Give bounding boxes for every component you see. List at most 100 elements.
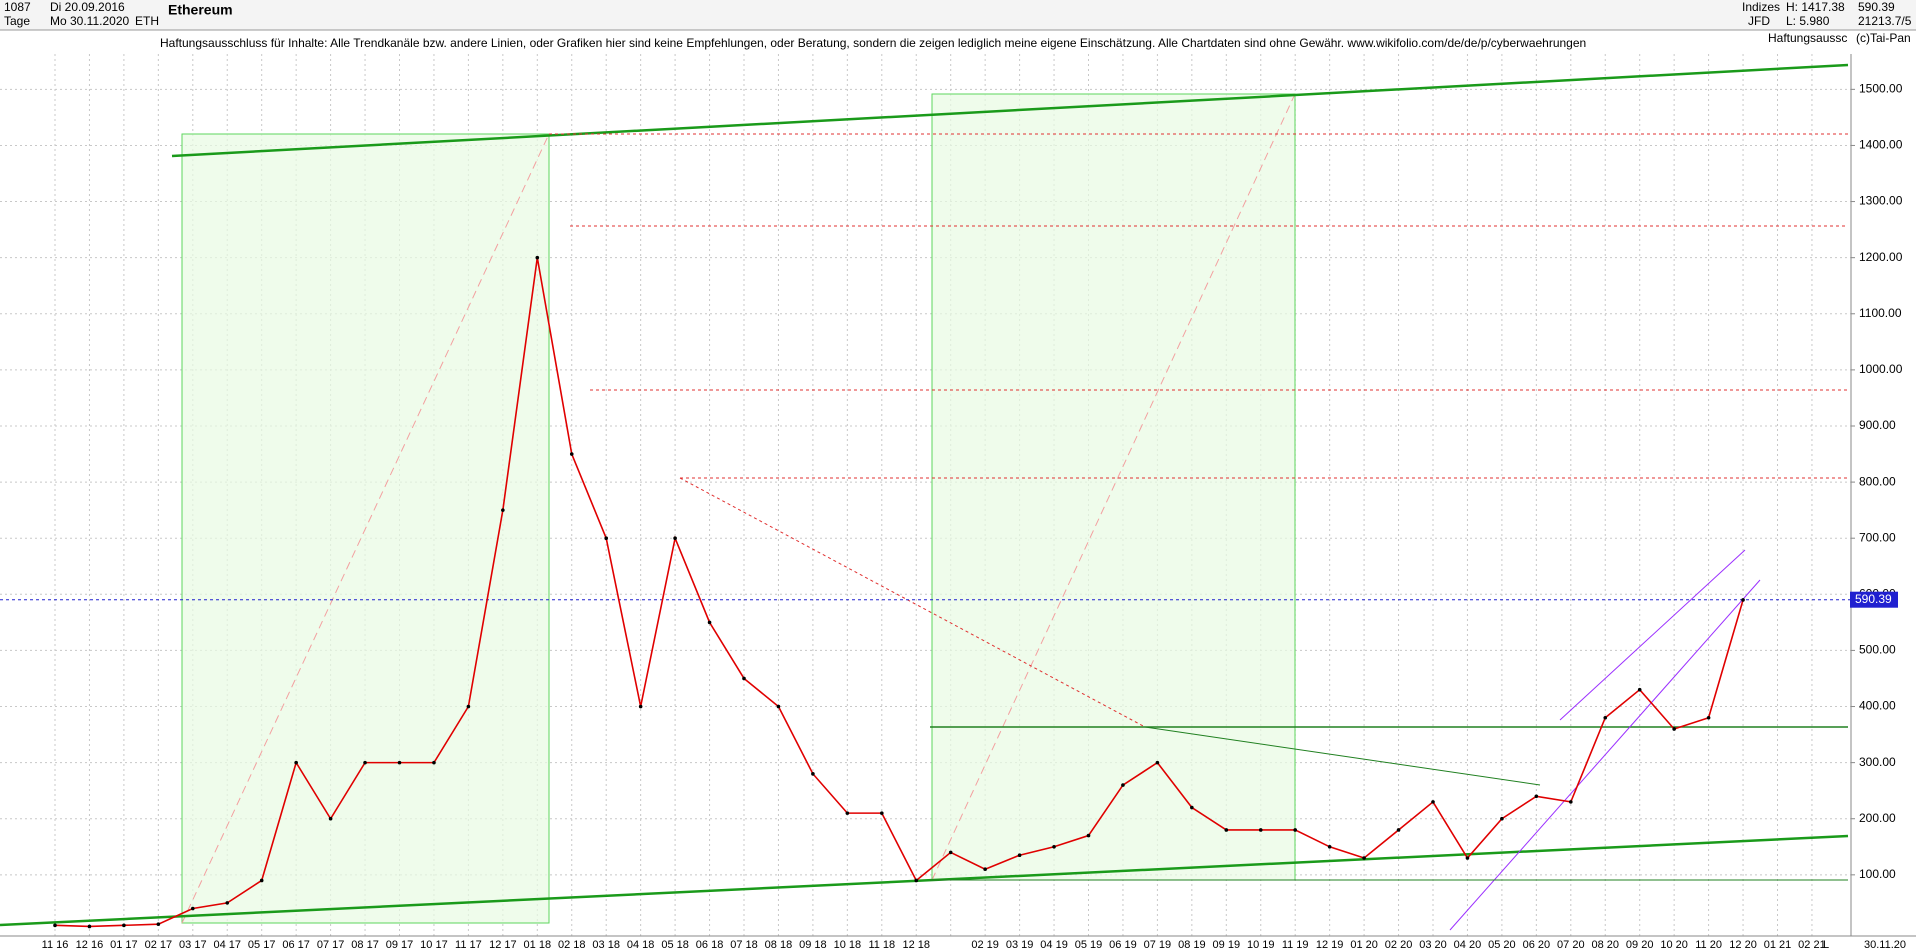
y-tick-label: 500.00 (1859, 643, 1896, 657)
x-tick-label: 11 16 (42, 939, 69, 951)
price-point (948, 850, 953, 855)
price-point (569, 452, 574, 456)
price-point (259, 878, 264, 883)
price-point (1603, 715, 1608, 720)
trendline (171, 63, 1849, 158)
symbol: ETH (135, 14, 159, 28)
x-tick-label: 03 17 (179, 939, 207, 951)
price-point (1293, 828, 1297, 832)
price-point (535, 255, 540, 260)
price-point (983, 867, 987, 872)
x-tick-label: 03 20 (1419, 939, 1447, 951)
axis-end-date: 30.11.20 (1864, 939, 1906, 951)
x-tick-label: 12 18 (902, 939, 930, 951)
x-tick-label: 01 21 (1764, 939, 1792, 951)
price-point (225, 901, 230, 905)
x-tick-label: 04 18 (627, 939, 655, 951)
from-date[interactable]: Di 20.09.2016 (50, 0, 125, 14)
y-tick-label: 1200.00 (1859, 250, 1903, 264)
price-point (1121, 783, 1125, 787)
price-point (1190, 805, 1194, 810)
diagonal (931, 93, 1296, 881)
period[interactable]: Tage (4, 14, 30, 28)
to-date[interactable]: Mo 30.11.2020 (50, 14, 129, 28)
price-point (1706, 715, 1711, 720)
price-point (397, 760, 402, 765)
trendline-red (679, 477, 1146, 728)
x-tick-label: 07 20 (1557, 939, 1585, 951)
price-point (845, 811, 850, 815)
x-tick-label: 12 20 (1729, 939, 1757, 951)
x-tick-label: 06 18 (696, 939, 724, 951)
price-line (54, 257, 1744, 928)
volume: 21213.7/5 (1858, 14, 1912, 28)
x-tick-label: 03 18 (592, 939, 620, 951)
bars-count[interactable]: 1087 (4, 0, 31, 14)
x-tick-label: 02 18 (558, 939, 586, 951)
price-point (1431, 800, 1435, 804)
x-tick-label: 07 18 (730, 939, 758, 951)
y-tick-label: 1100.00 (1859, 306, 1902, 320)
price-point (1017, 853, 1022, 858)
y-tick-label: 1300.00 (1859, 194, 1903, 208)
x-tick-label: 10 18 (834, 939, 862, 951)
price-point (1500, 816, 1504, 821)
x-tick-label: 09 20 (1626, 939, 1654, 951)
chart-title: Ethereum (168, 2, 233, 18)
price-point (122, 923, 126, 928)
price-point (1637, 687, 1642, 692)
price-point (638, 704, 643, 709)
price-point (1569, 800, 1573, 804)
y-tick-label: 200.00 (1859, 811, 1896, 825)
y-tick-label: 900.00 (1859, 418, 1896, 432)
x-tick-label: 08 17 (351, 939, 379, 951)
low: L: 5.980 (1786, 14, 1830, 28)
x-tick-label: 05 20 (1488, 939, 1516, 951)
x-tick-label: 10 17 (420, 939, 448, 951)
x-tick-label: 12 16 (76, 939, 104, 951)
last-price-box (1850, 591, 1898, 608)
x-tick-label: 11 17 (455, 939, 482, 951)
channel (1449, 579, 1761, 931)
price-point (1258, 828, 1263, 832)
y-tick-label: 800.00 (1859, 474, 1896, 488)
x-tick-label: 08 20 (1591, 939, 1619, 951)
price-point (501, 508, 505, 512)
x-tick-label: 04 17 (213, 939, 241, 951)
x-tick-label: 05 18 (661, 939, 689, 951)
channel (1559, 549, 1746, 721)
x-tick-label: 09 17 (386, 939, 414, 951)
price-point (363, 760, 367, 765)
x-tick-label: 10 20 (1660, 939, 1688, 951)
x-tick-label: 05 17 (248, 939, 276, 951)
x-tick-label: 10 19 (1247, 939, 1275, 951)
x-tick-label: 06 17 (282, 939, 310, 951)
y-tick-label: 1400.00 (1859, 138, 1903, 152)
price-point (328, 816, 333, 821)
y-tick-label: 700.00 (1859, 530, 1896, 544)
price-point (1155, 760, 1160, 765)
x-tick-label: 09 18 (799, 939, 827, 951)
x-tick-label: 12 19 (1316, 939, 1344, 951)
x-tick-label: 11 19 (1282, 939, 1309, 951)
price-point (1362, 856, 1366, 860)
diagonal (181, 133, 550, 924)
header-bar (0, 0, 1916, 30)
trendline (1144, 726, 1541, 786)
x-tick-label: 06 19 (1109, 939, 1137, 951)
y-tick-label: 400.00 (1859, 699, 1896, 713)
x-tick-label: 07 17 (317, 939, 345, 951)
price-point (1741, 598, 1745, 602)
axis-end-label: L (1823, 939, 1829, 951)
price-point (604, 536, 608, 541)
high: H: 1417.38 (1786, 0, 1845, 14)
x-tick-label: 11 20 (1695, 939, 1722, 951)
market: Indizes (1742, 0, 1780, 14)
y-tick-label: 1000.00 (1859, 362, 1903, 376)
x-tick-label: 07 19 (1144, 939, 1172, 951)
x-tick-label: 12 17 (489, 939, 517, 951)
x-tick-label: 02 19 (971, 939, 999, 951)
x-tick-label: 06 20 (1523, 939, 1551, 951)
